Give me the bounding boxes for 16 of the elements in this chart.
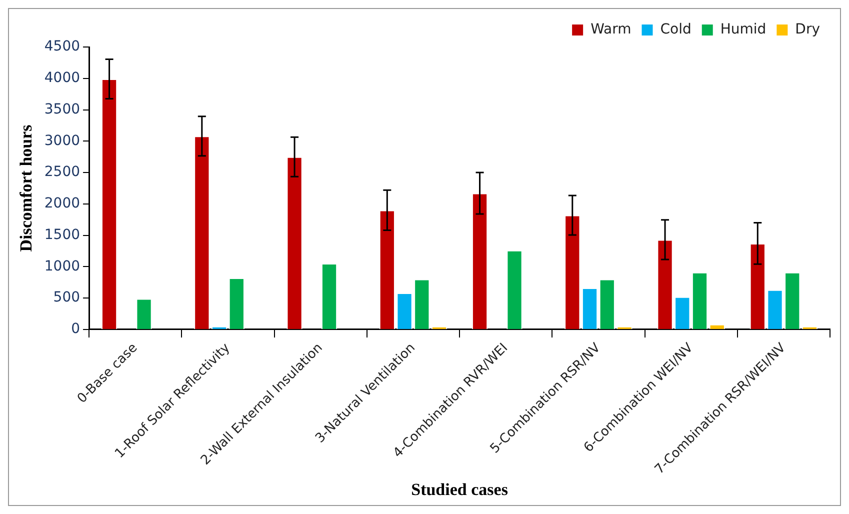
y-tick-label: 2500 (44, 164, 80, 180)
y-tick-label: 3000 (44, 132, 80, 149)
y-tick-label: 4000 (44, 70, 80, 86)
y-tick-label: 1000 (44, 258, 80, 274)
y-tick-label: 4500 (44, 38, 80, 55)
y-tick-label: 0 (71, 321, 80, 338)
y-tick-label: 2000 (44, 196, 80, 212)
y-tick-label: 500 (53, 290, 80, 306)
legend-label: Warm (590, 22, 632, 38)
legend-label: Dry (795, 22, 820, 38)
legend-label: Humid (720, 22, 766, 38)
y-axis-title: Discomfort hours (16, 124, 36, 252)
y-tick-label: 1500 (44, 226, 80, 243)
legend-label: Cold (660, 22, 692, 38)
x-axis-title: Studied cases (411, 480, 508, 500)
y-tick-label: 3500 (44, 101, 80, 118)
